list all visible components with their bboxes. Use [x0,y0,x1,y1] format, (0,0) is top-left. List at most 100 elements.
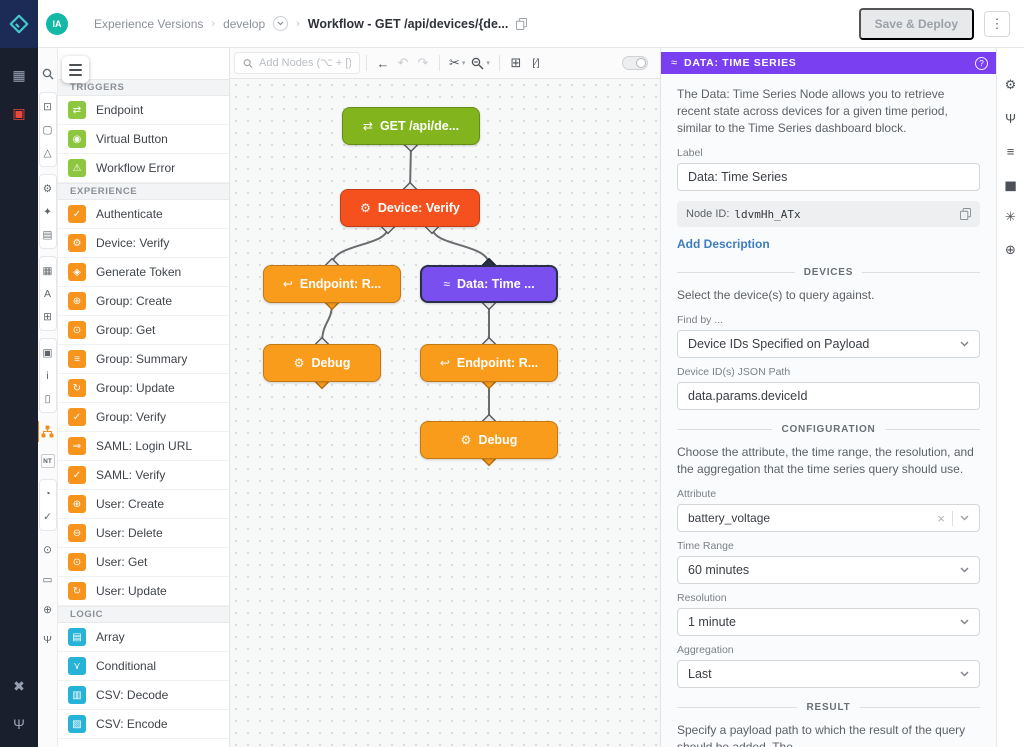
palette-item[interactable]: ⊕ Group: Create [58,287,229,316]
builder-cube-icon[interactable]: ▣ [12,104,26,121]
help-icon[interactable]: ? [975,56,988,70]
more-options-button[interactable]: ⋮ [984,10,1010,37]
node-debug-mid[interactable]: ⚙ Debug [420,421,558,459]
history-icon[interactable]: ◔ [44,487,51,500]
undo-button[interactable]: ↶ [397,55,409,70]
files-icon[interactable]: ▯ [44,392,51,405]
node-endpoint-reply-mid[interactable]: ↩ Endpoint: R... [420,344,558,382]
palette-item[interactable]: ⊕ User: Create [58,490,229,519]
time-range-select[interactable]: 60 minutes [677,556,980,585]
users-icon[interactable]: ⊙ [43,543,52,556]
search-icon[interactable] [41,62,55,85]
palette-item[interactable]: ✓ Group: Verify [58,403,229,432]
node-endpoint-reply-left[interactable]: ↩ Endpoint: R... [263,265,401,303]
array-icon: ▤ [68,628,86,646]
aggregation-select[interactable]: Last [677,660,980,689]
attribute-select[interactable]: battery_voltage × [677,504,980,533]
avatar[interactable]: IA [46,12,68,35]
dashboards-icon[interactable]: ⊡ [43,100,52,113]
back-button[interactable]: ← [376,55,390,71]
node-description: The Data: Time Series Node allows you to… [677,87,948,136]
templates-icon[interactable]: ▤ [42,228,53,241]
workflow-canvas[interactable]: ⇄ GET /api/de... ⚙ Device: Verify ↩ Endpoint:… [230,79,660,747]
breadcrumb-version[interactable]: develop [223,16,266,31]
palette-item[interactable]: ↻ User: Update [58,577,229,606]
find-by-select[interactable]: Device IDs Specified on Payload [677,330,980,359]
palette-menu-button[interactable] [62,56,89,83]
palette-item[interactable]: ◉ Virtual Button [58,125,229,154]
reply-icon: ↩ [282,277,293,291]
add-description-link[interactable]: Add Description [677,237,770,252]
palette-item[interactable]: ⊙ Group: Get [58,316,229,345]
copy-node-id-icon[interactable] [960,208,971,221]
top-bar: IA Experience Versions › develop › Workf… [38,0,1024,48]
palette-item[interactable]: ⊖ User: Delete [58,519,229,548]
copy-workflow-name-icon[interactable] [516,17,528,30]
palette-item[interactable]: ⚠ Workflow Error [58,154,229,183]
palette-item[interactable]: ⚙ Device: Verify [58,229,229,258]
debug-icon: ⚙ [460,433,472,447]
advanced-gear-icon[interactable]: ✳ [1005,209,1016,224]
insert-image-button[interactable]: ⊞ [510,55,522,70]
palette-item[interactable]: ✓ Authenticate [58,200,229,229]
palette-item[interactable]: ◈ Generate Token [58,258,229,287]
node-settings-gear-icon[interactable]: ⚙ [1004,77,1017,92]
text-icon[interactable]: A [43,287,51,300]
globe-icon[interactable]: ⊕ [1005,242,1016,257]
palette-item[interactable]: ≡ Group: Summary [58,345,229,374]
notebooks-icon[interactable]: NT [40,454,55,468]
tools-icon[interactable]: ✖ [13,677,25,694]
fit-view-button[interactable]: [∕] [532,57,540,69]
info-icon[interactable]: i [46,369,49,382]
version-dropdown-button[interactable] [273,16,289,31]
palette-item[interactable]: ⊙ User: Get [58,548,229,577]
palette-item[interactable]: ⇒ SAML: Login URL [58,432,229,461]
layout-icon[interactable]: ⊞ [43,310,52,323]
node-debug-left[interactable]: ⚙ Debug [263,344,381,382]
chevron-down-icon: ▾ [461,60,466,67]
breadcrumb-root[interactable]: Experience Versions [94,16,204,31]
palette-item[interactable]: ⇄ Endpoint [58,96,229,125]
palette-item[interactable]: ⋎ Conditional [58,652,229,681]
cut-tool-button[interactable]: ✂ ▾ [449,55,466,70]
palette-item[interactable]: ▨ CSV: Encode [58,710,229,739]
metrics-chart-icon[interactable]: ▅ [1005,176,1016,191]
add-nodes-search-input[interactable] [259,57,351,69]
audit-icon[interactable]: ✓ [43,510,52,523]
folders-icon[interactable]: ▭ [42,573,53,586]
palette-item[interactable]: ▥ CSV: Decode [58,681,229,710]
canvas-toggle[interactable] [622,56,648,70]
data-tables-icon[interactable]: ▦ [42,264,53,277]
node-endpoint-trigger[interactable]: ⇄ GET /api/de... [342,107,480,145]
clear-attribute-icon[interactable]: × [937,510,945,526]
palette-item[interactable]: ✓ SAML: Verify [58,461,229,490]
versions-fork-icon[interactable]: Ψ [1005,110,1016,126]
save-deploy-button[interactable]: Save & Deploy [858,7,974,40]
resolution-select[interactable]: 1 minute [677,608,980,637]
apps-grid-icon[interactable]: ▦ [12,66,26,83]
layers-icon[interactable]: ≡ [1006,143,1015,159]
device-json-path-input[interactable] [677,382,980,411]
globe-icon[interactable]: ⊕ [43,603,52,616]
app-logo[interactable] [0,0,38,48]
label-input[interactable] [677,163,980,192]
integrations-icon[interactable]: ▣ [42,346,53,359]
node-device-verify[interactable]: ⚙ Device: Verify [340,189,480,227]
alerts-icon[interactable]: △ [43,146,52,159]
workflow-edge [431,226,490,266]
node-data-time-series[interactable]: ≈ Data: Time ... [420,265,558,303]
palette-item-label: CSV: Encode [96,717,168,731]
api-keys-icon[interactable]: ✦ [43,205,52,218]
workflows-icon[interactable] [38,420,55,443]
palette-item[interactable]: ▤ Array [58,623,229,652]
zoom-tool-button[interactable]: ▾ [468,52,493,74]
redo-button[interactable]: ↷ [417,55,429,70]
devices-icon[interactable]: ▢ [42,123,53,136]
chevron-down-icon [960,515,969,521]
git-branch-icon[interactable]: Ψ [13,716,25,732]
add-nodes-search[interactable] [234,52,360,74]
palette-item[interactable]: ↻ Group: Update [58,374,229,403]
fork-icon[interactable]: Ψ [43,633,52,646]
time-range-label: Time Range [677,540,734,553]
settings-icon[interactable]: ⚙ [42,182,53,195]
